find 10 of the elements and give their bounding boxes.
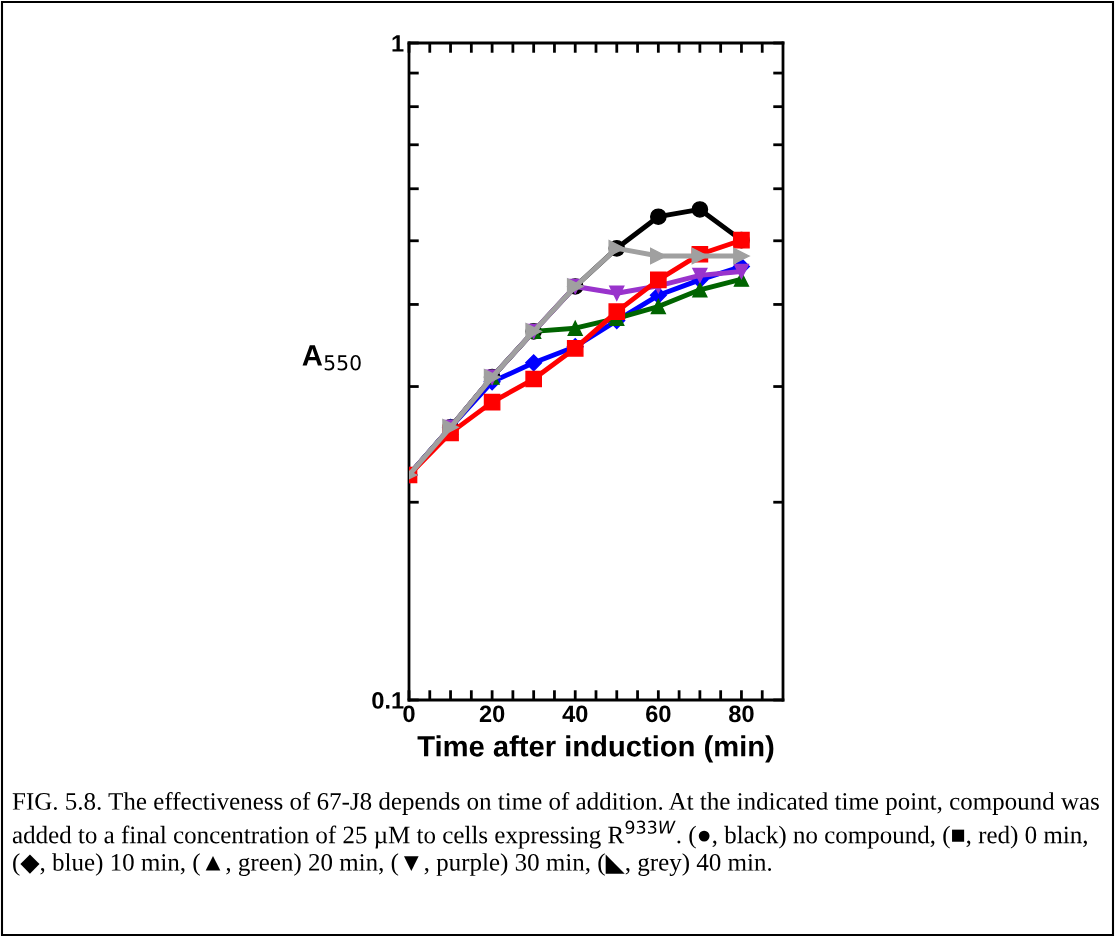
y-tick-label: 1 — [392, 35, 404, 52]
y-axis-title: A$_{550}$ — [302, 345, 361, 371]
x-tick-label: 80 — [729, 705, 754, 723]
x-tick-label: 20 — [479, 705, 505, 723]
y-tick-label: 0.1 — [372, 692, 404, 709]
x-tick-label: 60 — [646, 705, 671, 723]
x-tick-label: 40 — [562, 705, 588, 723]
x-axis-title: Time after induction (min) — [417, 735, 774, 763]
x-tick-label: 0 — [403, 705, 415, 723]
caption: FIG. 5.8. The effectiveness of 67-J8 depends on time of addition. At the indicated time point, compound was added to a final concentration of 25 µM to cells expressing R$^{933W}$. (●, black) no compound, (■, red) 0 min, (◆, blue) 10 min, (▲, green) 20 min, (▼, purple) 30 min, (◣, grey) 40 min. — [12, 792, 1099, 876]
